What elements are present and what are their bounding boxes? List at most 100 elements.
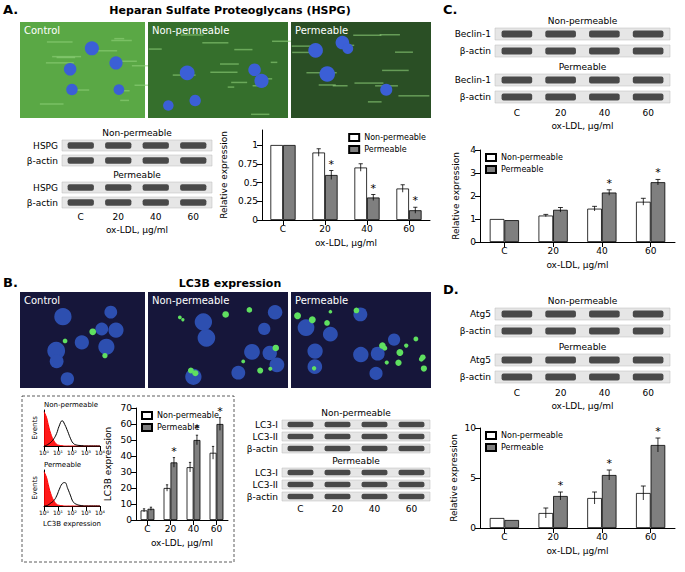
svg-text:ox-LDL, µg/ml: ox-LDL, µg/ml [546,260,608,270]
svg-text:0: 0 [470,523,476,533]
svg-text:4: 4 [470,145,476,155]
svg-text:Non-permeable: Non-permeable [321,408,391,418]
svg-text:D.: D. [443,282,459,297]
svg-text:60: 60 [642,108,654,118]
svg-text:Permeable: Permeable [559,62,607,72]
svg-text:60: 60 [645,246,657,256]
svg-text:60: 60 [188,212,200,222]
svg-text:Non-permeable: Non-permeable [501,431,563,440]
svg-text:0.25: 0.25 [238,196,258,206]
svg-text:β-actin: β-actin [460,46,491,56]
svg-text:40: 40 [150,212,162,222]
svg-text:*: * [194,422,200,435]
svg-text:*: * [655,425,661,438]
svg-text:20: 20 [332,504,344,514]
svg-text:Non-permeable: Non-permeable [157,411,219,420]
svg-text:ox-LDL, µg/ml: ox-LDL, µg/ml [151,538,213,548]
svg-text:Events: Events [31,416,39,440]
svg-text:A.: A. [3,2,18,17]
svg-text:β-actin: β-actin [27,156,58,166]
svg-text:C: C [514,388,520,398]
svg-text:10⁴: 10⁴ [95,509,106,516]
svg-text:Permeable: Permeable [113,170,161,180]
svg-text:20: 20 [319,224,331,234]
svg-text:*: * [329,158,335,171]
svg-text:Control: Control [24,295,60,306]
svg-text:Permeable: Permeable [157,423,200,432]
svg-text:*: * [371,182,377,195]
svg-text:Permeable: Permeable [295,25,348,36]
svg-text:C: C [78,212,84,222]
svg-text:40: 40 [188,524,200,534]
svg-text:20: 20 [113,212,125,222]
svg-text:0: 0 [470,237,476,247]
svg-text:Permeable: Permeable [501,165,544,174]
svg-text:20: 20 [555,388,567,398]
svg-text:Relative expression: Relative expression [219,131,229,219]
svg-text:Permeable: Permeable [295,295,348,306]
svg-text:*: * [655,166,661,179]
svg-text:C: C [514,108,520,118]
svg-text:*: * [413,194,419,207]
svg-text:C: C [280,224,286,234]
svg-text:20: 20 [121,483,133,493]
svg-text:Atg5: Atg5 [470,355,491,365]
svg-text:ox-LDL, µg/ml: ox-LDL, µg/ml [546,546,608,556]
svg-text:40: 40 [599,108,611,118]
svg-text:HSPG: HSPG [33,141,58,151]
svg-text:10¹: 10¹ [53,509,64,516]
svg-text:Permeable: Permeable [364,145,407,154]
svg-text:C: C [297,504,303,514]
svg-text:10²: 10² [67,449,78,456]
svg-text:β-actin: β-actin [27,198,58,208]
svg-text:60: 60 [645,532,657,542]
svg-text:β-actin: β-actin [460,326,491,336]
svg-text:ox-LDL, µg/ml: ox-LDL, µg/ml [315,238,377,248]
svg-text:10: 10 [121,499,133,509]
svg-text:Relative expression: Relative expression [449,434,459,522]
svg-text:1: 1 [470,214,476,224]
svg-text:1: 1 [252,140,258,150]
svg-text:*: * [606,457,612,470]
svg-text:10²: 10² [67,509,78,516]
svg-text:LC3B expression: LC3B expression [179,277,282,290]
svg-text:LC3-II: LC3-II [252,480,278,490]
svg-text:60: 60 [211,524,223,534]
svg-text:20: 20 [555,108,567,118]
svg-text:Permeable: Permeable [559,342,607,352]
svg-text:60: 60 [642,388,654,398]
svg-text:0: 0 [126,515,132,525]
svg-text:*: * [171,445,177,458]
svg-text:Heparan Sulfate Proteoglycans: Heparan Sulfate Proteoglycans (HSPG) [109,4,350,17]
svg-text:10⁰: 10⁰ [39,509,50,516]
svg-text:LC3-I: LC3-I [255,420,278,430]
svg-text:40: 40 [121,451,133,461]
svg-text:Permeable: Permeable [44,461,81,469]
svg-text:Beclin-1: Beclin-1 [455,75,491,85]
svg-text:LC3B expression: LC3B expression [43,520,101,528]
svg-text:5: 5 [470,473,476,483]
svg-text:Control: Control [24,25,60,36]
svg-text:Permeable: Permeable [501,443,544,452]
svg-text:10¹: 10¹ [53,449,64,456]
svg-text:40: 40 [596,532,608,542]
svg-text:20: 20 [547,246,559,256]
svg-text:C.: C. [443,2,457,17]
svg-text:Events: Events [31,476,39,500]
svg-text:β-actin: β-actin [247,492,278,502]
svg-text:20: 20 [165,524,177,534]
svg-text:*: * [558,479,564,492]
svg-text:40: 40 [361,224,373,234]
svg-text:LC3-I: LC3-I [255,468,278,478]
svg-text:10: 10 [465,423,477,433]
svg-text:Atg5: Atg5 [470,309,491,319]
svg-text:40: 40 [369,504,381,514]
svg-text:0: 0 [252,215,258,225]
svg-text:Non-permeable: Non-permeable [152,295,229,306]
svg-text:3: 3 [470,168,476,178]
svg-text:Non-permeable: Non-permeable [501,153,563,162]
svg-text:70: 70 [121,403,133,413]
svg-text:20: 20 [547,532,559,542]
svg-text:C: C [501,246,507,256]
svg-text:B.: B. [3,275,18,290]
